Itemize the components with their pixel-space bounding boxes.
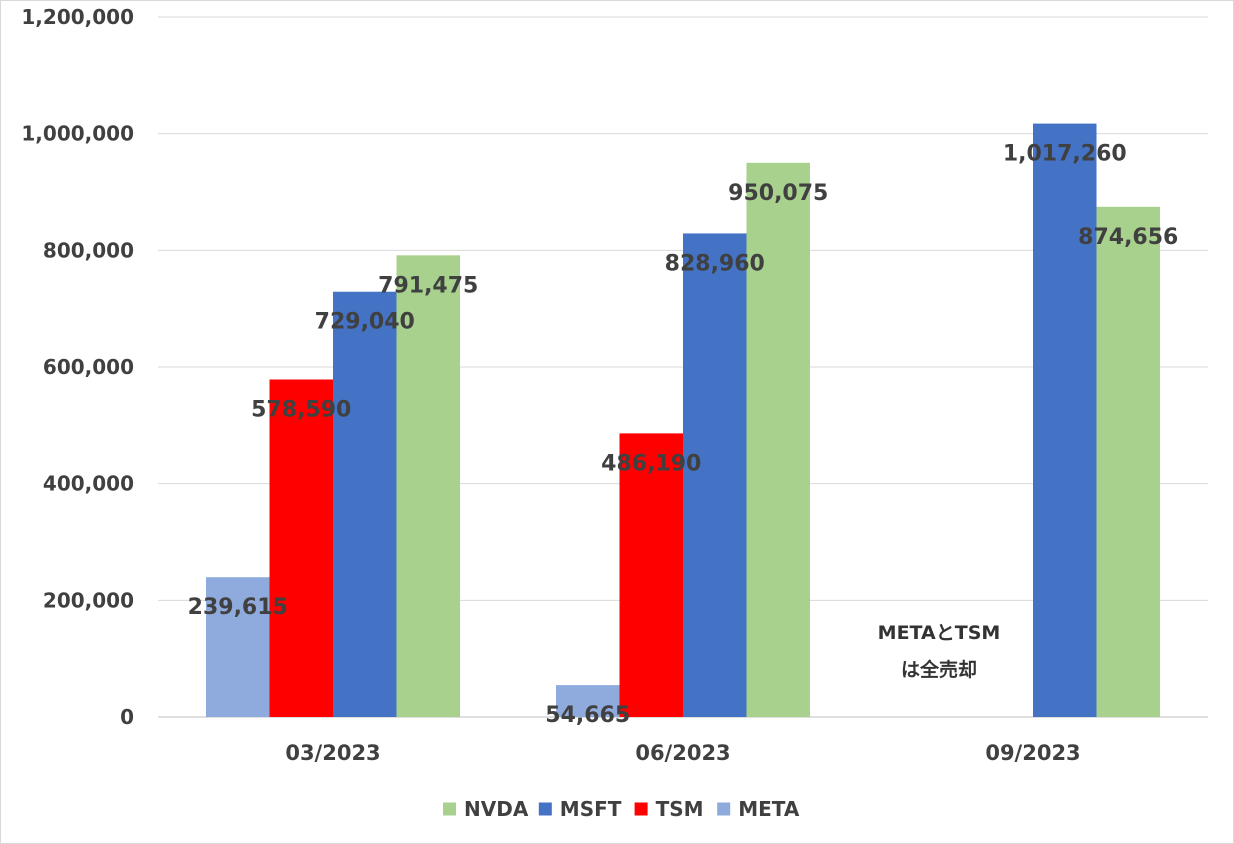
y-tick-label: 1,000,000 [21,122,134,146]
y-tick-label: 400,000 [43,472,134,496]
annotation-line: METAとTSM [878,622,1001,644]
legend-label-nvda: NVDA [464,797,529,821]
legend-label-meta: META [738,797,800,821]
data-label-nvda: 791,475 [378,273,478,298]
x-tick-label: 03/2023 [285,741,380,765]
legend-swatch-meta [717,802,731,816]
bar-meta-0 [206,577,270,717]
data-label-tsm: 578,590 [251,397,351,422]
bar-nvda-0 [396,255,460,717]
data-label-msft: 729,040 [315,310,415,335]
y-tick-label: 800,000 [43,238,134,262]
bar-msft-0 [333,291,397,717]
legend-label-tsm: TSM [656,797,704,821]
bar-tsm-1 [619,433,683,717]
data-label-tsm: 486,190 [601,451,701,476]
data-label-msft: 828,960 [665,251,765,276]
bar-nvda-1 [746,162,810,718]
bar-tsm-0 [269,379,333,717]
y-tick-label: 1,200,000 [21,5,134,29]
legend-swatch-nvda [443,802,456,816]
legend-swatch-tsm [634,802,648,816]
annotation-line: は全売却 [901,658,977,681]
y-tick-label: 0 [120,705,134,729]
data-label-meta: 54,665 [545,703,630,728]
legend-swatch-msft [538,802,552,816]
x-tick-label: 06/2023 [635,741,730,765]
bar-meta-1 [556,685,620,717]
y-tick-label: 200,000 [43,588,134,612]
data-label-meta: 239,615 [188,595,288,620]
legend-label-msft: MSFT [560,797,622,821]
bar-nvda-2 [1096,206,1160,717]
data-label-msft: 1,017,260 [1003,142,1127,167]
bar-msft-1 [683,233,747,717]
bar-msft-2 [1033,123,1097,718]
data-label-nvda: 950,075 [728,181,828,206]
data-label-nvda: 874,656 [1078,225,1178,250]
x-tick-label: 09/2023 [985,741,1080,765]
y-tick-label: 600,000 [43,355,134,379]
